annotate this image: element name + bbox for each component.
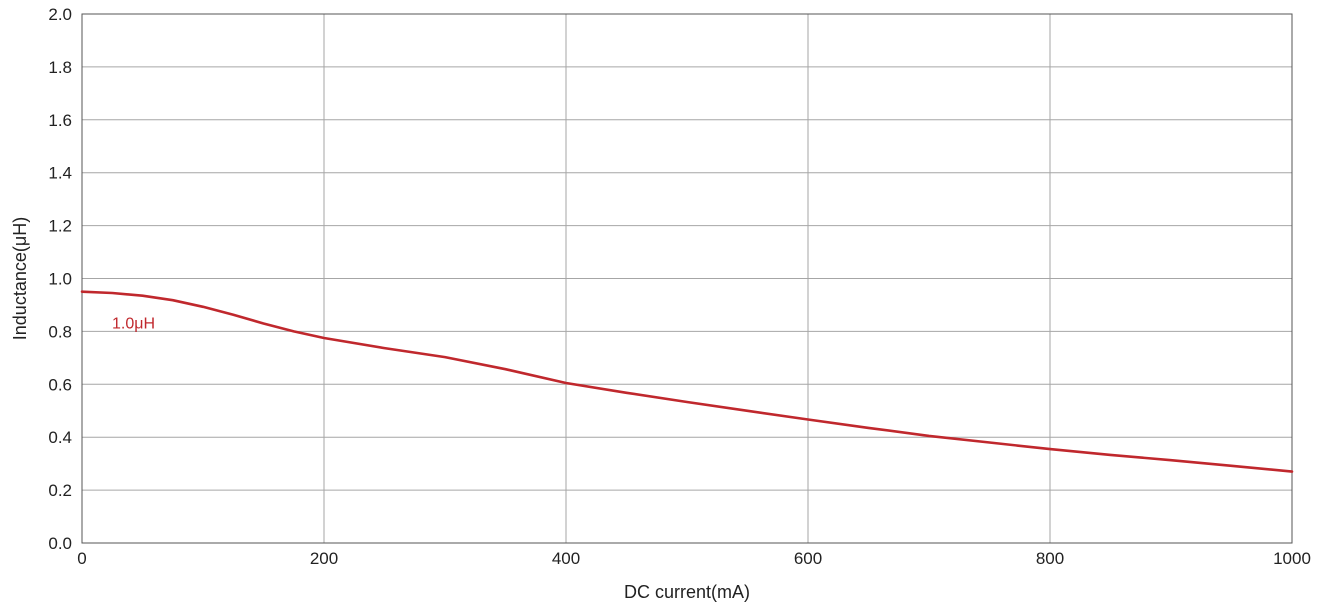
- y-tick-label: 1.8: [48, 58, 72, 77]
- x-tick-label: 800: [1036, 549, 1064, 568]
- series-line: [80, 290, 1294, 473]
- x-axis-ticks: 0 200 400 600 800 1000: [77, 549, 1311, 568]
- y-tick-label: 1.4: [48, 164, 72, 183]
- y-tick-label: 0.8: [48, 322, 72, 341]
- y-tick-label: 0.0: [48, 534, 72, 553]
- y-tick-label: 2.0: [48, 5, 72, 24]
- y-tick-label: 1.0: [48, 270, 72, 289]
- y-axis-title: Inductance(μH): [10, 217, 30, 340]
- y-tick-label: 1.6: [48, 111, 72, 130]
- series-label: 1.0μH: [112, 316, 155, 333]
- x-tick-label: 0: [77, 549, 86, 568]
- y-tick-label: 1.2: [48, 217, 72, 236]
- x-tick-label: 200: [310, 549, 338, 568]
- plot-frame: [81, 13, 1293, 544]
- x-axis-title: DC current(mA): [624, 582, 750, 602]
- grid: [82, 14, 1292, 543]
- y-axis-ticks: 0.0 0.2 0.4 0.6 0.8 1.0 1.2 1.4 1.6 1.8 2.0: [48, 5, 72, 553]
- series-layer: 1.0μH: [80, 290, 1294, 473]
- y-tick-label: 0.2: [48, 481, 72, 500]
- x-tick-label: 1000: [1273, 549, 1311, 568]
- y-tick-label: 0.4: [48, 428, 72, 447]
- x-tick-label: 400: [552, 549, 580, 568]
- x-tick-label: 600: [794, 549, 822, 568]
- y-tick-label: 0.6: [48, 375, 72, 394]
